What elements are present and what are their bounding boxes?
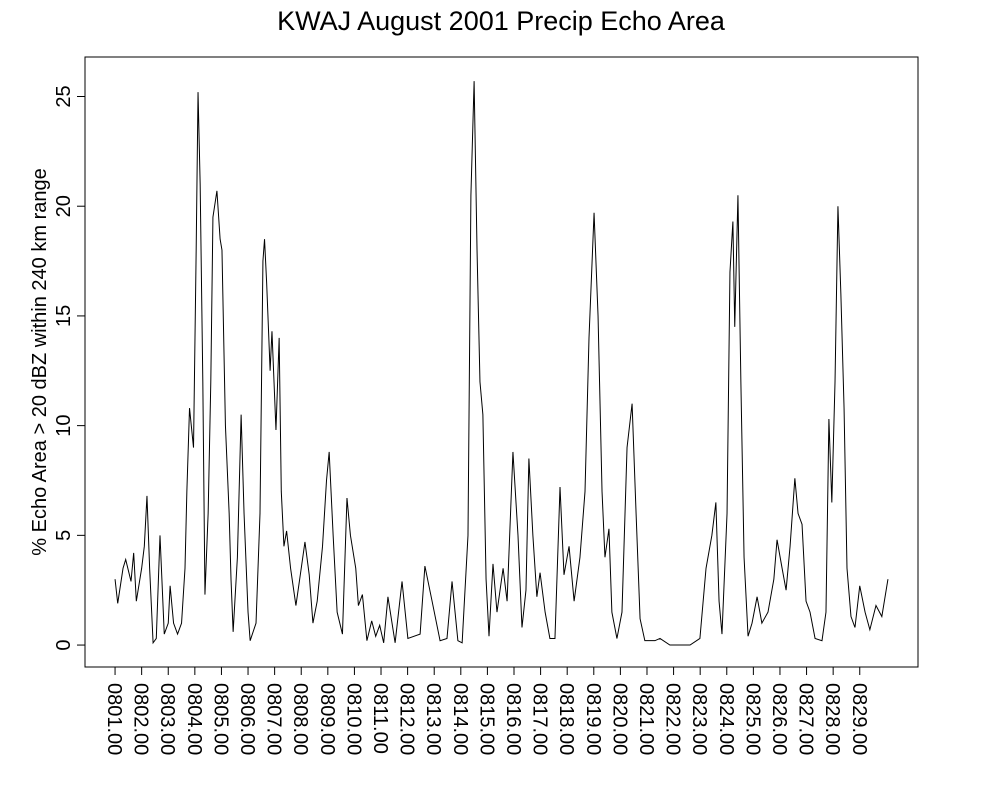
y-tick-label: 5: [53, 530, 75, 541]
x-tick-label: 0825.00: [741, 683, 763, 755]
x-tick-label: 0810.00: [342, 683, 364, 755]
x-tick-label: 0827.00: [795, 683, 817, 755]
x-tick-label: 0804.00: [183, 683, 205, 755]
x-tick-label: 0806.00: [236, 683, 258, 755]
x-tick-label: 0803.00: [156, 683, 178, 755]
x-tick-label: 0826.00: [768, 683, 790, 755]
x-tick-label: 0820.00: [608, 683, 630, 755]
x-tick-label: 0823.00: [688, 683, 710, 755]
y-axis-label: % Echo Area > 20 dBZ within 240 km range: [29, 168, 51, 555]
x-tick-label: 0817.00: [529, 683, 551, 755]
x-tick-label: 0822.00: [662, 683, 684, 755]
y-tick-label: 0: [53, 639, 75, 650]
x-tick-label: 0802.00: [130, 683, 152, 755]
x-tick-label: 0811.00: [369, 683, 391, 754]
x-tick-label: 0821.00: [635, 683, 657, 755]
plot-frame: [84, 56, 919, 668]
x-tick-label: 0807.00: [263, 683, 285, 755]
x-tick-label: 0816.00: [502, 683, 524, 755]
x-tick-label: 0809.00: [316, 683, 338, 755]
x-tick-label: 0828.00: [821, 683, 843, 755]
y-tick-label: 15: [53, 305, 75, 327]
y-tick-label: 25: [53, 85, 75, 107]
x-tick-label: 0815.00: [475, 683, 497, 755]
x-tick-label: 0824.00: [715, 683, 737, 755]
y-tick-label: 10: [53, 415, 75, 437]
x-tick-label: 0819.00: [582, 683, 604, 755]
x-tick-label: 0814.00: [449, 683, 471, 755]
x-tick-label: 0812.00: [396, 683, 418, 755]
x-tick-label: 0808.00: [289, 683, 311, 755]
x-tick-label: 0805.00: [209, 683, 231, 755]
x-tick-label: 0813.00: [422, 683, 444, 755]
x-tick-label: 0829.00: [848, 683, 870, 755]
x-tick-label: 0818.00: [555, 683, 577, 755]
chart-title: KWAJ August 2001 Precip Echo Area: [277, 6, 726, 36]
series-line: [114, 81, 889, 646]
y-tick-label: 20: [53, 195, 75, 217]
x-tick-label: 0801.00: [103, 683, 125, 755]
